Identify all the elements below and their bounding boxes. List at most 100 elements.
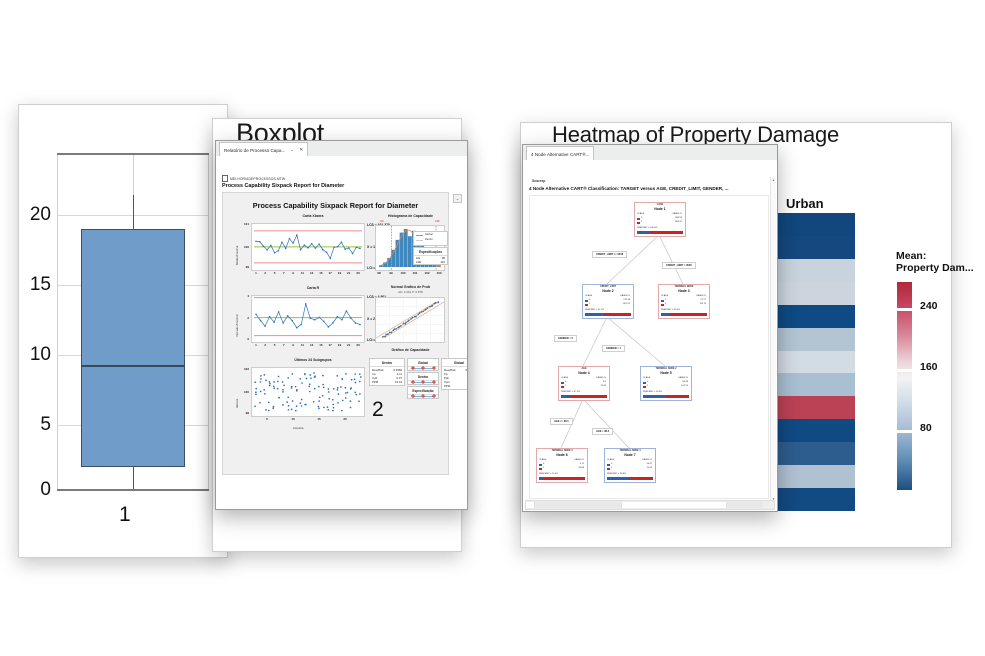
- overall-row-0: DesvPad 0.8873: [444, 368, 467, 372]
- heatmap-cell[interactable]: [765, 419, 855, 443]
- cart-node[interactable]: CREDIT_LIMIT Node 2 CLASS CASES % 0 742 48 1 80…: [582, 284, 634, 319]
- heatmap-cell[interactable]: [765, 396, 855, 420]
- worksheet-icon: [222, 175, 228, 182]
- xbar-chart-plot[interactable]: [251, 223, 365, 271]
- cart-node[interactable]: TERMINAL NODE Node 3 CLASS CASES % 0 27 27 1 11…: [658, 284, 710, 319]
- cart-node-class-values: 15 53: [646, 467, 652, 469]
- capability-band-global-marker-3: [431, 365, 437, 371]
- cart-node-bar: [637, 231, 683, 235]
- axis-tick: 11: [300, 343, 304, 347]
- scroll-down-icon[interactable]: ▼: [772, 496, 775, 501]
- chevron-down-icon[interactable]: ⌄: [290, 147, 295, 152]
- boxplot-ytick-5: 5: [40, 414, 51, 435]
- cart-node[interactable]: CASE Node 1 CLASS CASES % 0 983 53 1 869 47 PERC…: [634, 202, 686, 237]
- heatmap-legend-title-2: Property Dam...: [896, 262, 974, 274]
- cart-tab-bar: 4 Node Alternative CART®...: [523, 145, 777, 161]
- minitab-file-name: MELHORIADEPROCESSOS.MTW: [230, 176, 286, 181]
- within-key-2: CpK: [372, 376, 378, 380]
- cart-node-class-values: 94 48: [682, 381, 688, 383]
- capability-band-within-marker-2: [420, 379, 426, 385]
- cart-node-bar: [661, 313, 707, 317]
- cart-node-class-swatch: [637, 217, 640, 220]
- cart-node-class-label: 0: [647, 381, 649, 383]
- cart-node-bar-class1: [670, 313, 707, 317]
- cart-node-bar-class1: [603, 313, 631, 317]
- heatmap-cell[interactable]: [765, 281, 855, 306]
- heatmap-cell[interactable]: [765, 304, 855, 328]
- boxplot-frame-top: [57, 153, 209, 155]
- probplot-plot[interactable]: [375, 297, 445, 343]
- heatmap-grid[interactable]: [765, 213, 855, 512]
- heatmap-cell[interactable]: [765, 235, 855, 260]
- histogram-legend-box: Global Dentro: [413, 231, 448, 246]
- cart-node-class-values: 983 53: [675, 217, 682, 219]
- boxplot-box[interactable]: [81, 229, 185, 467]
- r-chart-plot[interactable]: [251, 295, 365, 343]
- card-boxplot-chart[interactable]: 20 15 10 5 0 1: [18, 104, 228, 558]
- heatmap-cell[interactable]: [765, 258, 855, 283]
- cart-node[interactable]: TERMINAL NODE 3 Node 6 CLASS CASES % 0 4 11 1 3…: [536, 448, 588, 483]
- minitab-tab-bar: Relatório de Processo Capa... ⌄ ✕: [216, 141, 467, 157]
- within-value-1: 1.11: [396, 372, 402, 376]
- cart-node[interactable]: TERMINAL NODE 4 Node 7 CLASS CASES % 0 14 47 1…: [604, 448, 656, 483]
- heatmap-cell[interactable]: [765, 373, 855, 397]
- cart-node[interactable]: AGE Node 4 CLASS CASES % 0 9 5 1 15 95 PERCENT =…: [558, 366, 610, 401]
- cart-status-bar: [525, 500, 775, 510]
- close-icon[interactable]: ✕: [299, 147, 304, 153]
- heatmap-legend-colorbar: [897, 282, 912, 490]
- overall-row-4: PPM 12.07: [444, 384, 467, 388]
- cart-node-class-values: 27 27: [700, 299, 706, 301]
- within-key-3: PPM: [372, 380, 379, 384]
- cart-node[interactable]: TERMINAL NODE 2 Node 5 CLASS CASES % 0 94 48 1…: [640, 366, 692, 401]
- cart-node-class-swatch: [585, 299, 588, 302]
- capability-band-within-marker-3: [431, 379, 437, 385]
- cart-tree-canvas[interactable]: CASE Node 1 CLASS CASES % 0 983 53 1 869 47 PERC…: [529, 195, 769, 499]
- cart-node-table-header-cols: CASES %: [596, 377, 606, 379]
- axis-tick: 10: [291, 417, 295, 421]
- xbar-ytick-99: 99: [245, 265, 249, 269]
- heatmap-cell[interactable]: [765, 213, 855, 237]
- cart-scrollbar[interactable]: ▲ ▼: [770, 177, 776, 501]
- minitab-panel-collapse-button[interactable]: ⌄: [453, 194, 462, 203]
- cart-node-table-header-cols: CASES %: [696, 295, 706, 297]
- histogram-spec-box: Especificações LIE 99 LSE 110: [413, 247, 448, 265]
- within-row-0: DesvPad 0.9366: [372, 368, 402, 372]
- boxplot-ytick-15: 15: [29, 274, 51, 295]
- cart-node-class-values: 14 47: [646, 463, 652, 465]
- minitab-tab[interactable]: Relatório de Processo Capa... ⌄ ✕: [219, 142, 309, 157]
- heatmap-cell[interactable]: [765, 465, 855, 489]
- r-center-label: X = 2.271: [367, 317, 382, 321]
- within-value-3: 13.43: [395, 380, 402, 384]
- subgroups-plot[interactable]: [251, 367, 365, 417]
- legend-line-within: [416, 239, 423, 241]
- cart-node-bar: [539, 477, 585, 481]
- cart-node-class-label: 0: [665, 299, 667, 301]
- heatmap-cell[interactable]: [765, 488, 855, 512]
- window-cart-report[interactable]: 4 Node Alternative CART®... Scorexp 4 No…: [522, 144, 778, 512]
- subgroups-x-axis-label: Amostra: [293, 426, 304, 430]
- axis-tick: 5: [273, 271, 276, 275]
- cart-node-class-values: 15 95: [600, 385, 606, 387]
- axis-tick: 7: [282, 343, 285, 347]
- heatmap-cell[interactable]: [765, 327, 855, 351]
- cart-node-split-var: TERMINAL NODE 4: [619, 450, 641, 452]
- cart-node-class-swatch: [661, 299, 664, 302]
- cart-node-bar: [607, 477, 653, 481]
- cart-node-percent: PERCENT = 100.0%: [637, 227, 658, 229]
- heatmap-cell[interactable]: [765, 442, 855, 466]
- scroll-up-icon[interactable]: ▲: [772, 177, 775, 182]
- cart-node-class-label: 1: [589, 303, 591, 305]
- cart-node-title: Node 3: [678, 289, 690, 293]
- window-minitab-report[interactable]: Relatório de Processo Capa... ⌄ ✕ MELHOR…: [215, 140, 468, 510]
- cart-node-class-swatch: [539, 463, 542, 466]
- cart-node-split-var: AGE: [581, 368, 587, 370]
- cart-node-table-header: CLASS: [585, 295, 593, 297]
- subgroups-ytick-102: 102: [243, 367, 249, 371]
- cart-node-class-swatch: [607, 467, 610, 470]
- status-seg-0: [526, 502, 535, 508]
- cart-tab[interactable]: 4 Node Alternative CART®...: [526, 146, 595, 161]
- minitab-file-row: MELHORIADEPROCESSOS.MTW: [222, 175, 285, 182]
- heatmap-cell[interactable]: [765, 350, 855, 374]
- boxplot-whisker-lower: [133, 453, 134, 489]
